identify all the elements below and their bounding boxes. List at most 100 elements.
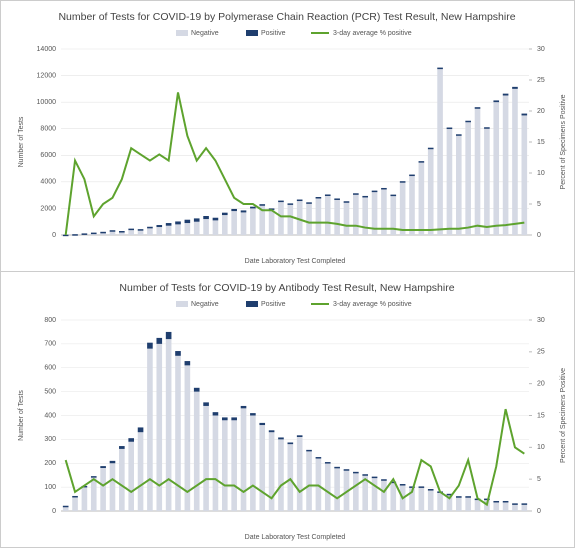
bar-negative [156, 343, 163, 511]
bar-negative [306, 451, 312, 511]
bar-negative [175, 355, 181, 511]
bar-negative [474, 108, 481, 235]
bar-negative [268, 209, 275, 235]
bar-negative [81, 487, 88, 511]
bar-positive [259, 422, 266, 426]
bar-positive [165, 331, 172, 340]
bar-positive [465, 496, 471, 498]
y-tick-label: 4000 [40, 179, 56, 186]
bar-positive [156, 225, 163, 228]
bar-positive [109, 460, 116, 464]
bar-positive [296, 435, 303, 437]
y2-tick-label: 15 [537, 139, 545, 146]
bar-negative [137, 230, 144, 235]
bar-positive [137, 427, 144, 433]
bar-positive [371, 190, 378, 193]
bar-positive [109, 230, 116, 232]
bar-negative [268, 432, 275, 511]
y2-tick-label: 25 [537, 77, 545, 84]
bar-negative [521, 503, 528, 511]
bar-positive [493, 100, 500, 103]
bar-positive [184, 219, 191, 224]
y-tick-label: 6000 [40, 152, 56, 159]
bar-negative [184, 365, 191, 511]
y2-tick-label: 10 [537, 170, 545, 177]
bar-negative [334, 468, 340, 511]
y-tick-label: 10000 [37, 99, 57, 106]
y-tick-label: 600 [44, 365, 56, 372]
y2-tick-label: 30 [537, 317, 545, 324]
bar-positive [427, 489, 434, 491]
bar-negative [165, 225, 172, 235]
bar-positive [240, 405, 247, 409]
bar-positive [371, 476, 378, 479]
bar-negative [184, 223, 191, 235]
antibody-chart: Number of Tests for COVID-19 by Antibody… [18, 282, 567, 541]
bar-negative [259, 425, 266, 511]
chart-title: Number of Tests for COVID-19 by Antibody… [119, 282, 454, 294]
bar-negative [512, 88, 518, 235]
legend-swatch [246, 301, 258, 307]
bar-positive [296, 199, 303, 202]
bar-negative [474, 499, 481, 511]
bar-positive [137, 229, 144, 231]
legend-label: Positive [261, 30, 286, 37]
bar-negative [287, 444, 294, 511]
bar-positive [165, 223, 172, 226]
bar-positive [455, 134, 462, 136]
bar-negative [493, 102, 500, 236]
bar-positive [334, 466, 340, 469]
bar-positive [128, 228, 135, 231]
bar-negative [250, 208, 256, 235]
y2-tick-label: 10 [537, 444, 545, 451]
bar-negative [212, 415, 219, 511]
bar-negative [240, 408, 247, 511]
y-tick-label: 0 [52, 232, 56, 239]
bar-negative [437, 68, 443, 235]
y-tick-label: 12000 [37, 72, 57, 79]
bar-negative [203, 219, 209, 235]
bar-negative [418, 161, 425, 235]
bar-positive [343, 469, 350, 471]
bar-positive [119, 231, 125, 233]
bar-positive [90, 476, 97, 478]
y-tick-label: 2000 [40, 205, 56, 212]
y2-tick-label: 25 [537, 349, 545, 356]
bar-negative [315, 197, 322, 235]
bar-negative [353, 472, 359, 511]
bar-positive [418, 161, 425, 163]
bar-positive [100, 466, 106, 469]
y-tick-label: 500 [44, 388, 56, 395]
bar-negative [128, 229, 135, 235]
bar-negative [278, 201, 284, 235]
pcr-chart: Number of Tests for COVID-19 by Polymera… [1, 11, 574, 272]
y-tick-label: 800 [44, 317, 56, 324]
y2-tick-label: 0 [537, 508, 541, 515]
bar-positive [390, 481, 397, 484]
chart-title: Number of Tests for COVID-19 by Polymera… [58, 11, 515, 23]
bar-positive [250, 413, 256, 416]
bar-negative [137, 432, 144, 511]
y-axis-title: Number of Tests [18, 390, 25, 441]
bar-positive [62, 234, 69, 237]
y2-tick-label: 0 [537, 232, 541, 239]
y-tick-label: 100 [44, 484, 56, 491]
y2-axis-title: Percent of Specimens Positive [560, 368, 567, 463]
bar-negative [72, 496, 78, 511]
bar-positive [203, 216, 209, 220]
bar-positive [512, 503, 518, 505]
bar-positive [250, 206, 256, 209]
bar-positive [399, 181, 406, 183]
bar-negative [165, 339, 172, 511]
bar-negative [278, 439, 284, 511]
bar-positive [484, 498, 490, 501]
bar-negative [353, 193, 359, 235]
bar-negative [362, 475, 369, 511]
y-tick-label: 8000 [40, 126, 56, 133]
bar-negative [193, 391, 200, 511]
y2-tick-label: 20 [537, 381, 545, 388]
y-tick-label: 400 [44, 412, 56, 419]
bar-negative [399, 181, 406, 235]
bar-negative [502, 95, 509, 235]
